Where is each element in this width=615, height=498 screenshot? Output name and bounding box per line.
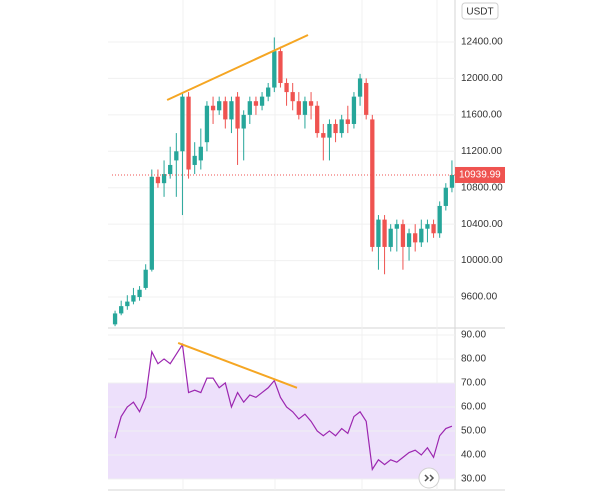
candle-body (296, 101, 301, 115)
y-tick-label: 50.00 (461, 426, 486, 437)
y-tick-label: 60.00 (461, 402, 486, 413)
y-tick-label: 12400.00 (461, 37, 503, 48)
candle-body (351, 96, 357, 124)
scroll-button[interactable] (418, 467, 440, 489)
candle-body (443, 187, 448, 206)
candle-body (155, 176, 161, 184)
last-price-label: 10939.99 (459, 170, 501, 181)
candle-body (376, 219, 381, 247)
candle-body (174, 151, 179, 161)
candle-body (388, 228, 393, 247)
quote-label: USDT (466, 7, 493, 18)
candle-body (253, 101, 259, 106)
y-tick-label: 10000.00 (461, 255, 503, 266)
candle-body (168, 164, 173, 175)
candle-body (370, 119, 375, 247)
candle-body (119, 306, 124, 314)
candle-body (394, 224, 399, 229)
candle-body (266, 87, 271, 97)
candle-body (143, 269, 148, 288)
candle-body (339, 119, 344, 134)
candle-body (327, 123, 332, 138)
candle-body (235, 96, 240, 129)
last-price-tag (455, 166, 505, 183)
candle-body (278, 51, 283, 83)
candle-body (161, 174, 167, 184)
candle-body (425, 224, 430, 229)
candle-body (302, 101, 308, 115)
candle-body (241, 114, 246, 129)
y-tick-label: 80.00 (461, 354, 486, 365)
trend-line (166, 34, 309, 101)
candle-body (449, 174, 455, 188)
candle-body (137, 289, 142, 298)
candle-body (357, 78, 363, 97)
candle-body (290, 92, 295, 102)
candle-body (112, 313, 118, 325)
candle-body (333, 123, 338, 134)
candle-body (149, 176, 154, 270)
rsi-line (114, 342, 453, 472)
candle-body (400, 224, 406, 247)
y-tick-label: 9600.00 (461, 292, 498, 303)
y-tick-label: 11600.00 (461, 109, 502, 120)
candle-body (210, 105, 216, 111)
candle-body (382, 219, 387, 247)
candle-body (413, 233, 418, 243)
trend-line (177, 341, 298, 389)
candle-body (431, 224, 436, 234)
y-tick-label: 10800.00 (461, 182, 503, 193)
candle-body (315, 105, 320, 134)
candle-body (217, 101, 222, 111)
candle-body (204, 105, 210, 143)
y-tick-label: 30.00 (461, 474, 486, 485)
candle-body (229, 101, 234, 120)
candle-body (180, 96, 185, 152)
candle-body (259, 96, 265, 106)
candle-body (247, 101, 252, 115)
candle-body (406, 233, 412, 247)
candle-body (198, 146, 203, 161)
candle-body (321, 133, 326, 138)
quote-label-box (461, 2, 499, 20)
y-tick-label: 12000.00 (461, 73, 503, 84)
candle-body (419, 228, 424, 243)
y-tick-label: 40.00 (461, 450, 486, 461)
candle-body (364, 82, 369, 115)
y-tick-label: 70.00 (461, 378, 486, 389)
candle-body (131, 295, 136, 302)
candle-body (192, 155, 197, 165)
candle-body (437, 205, 442, 234)
y-tick-label: 90.00 (461, 330, 486, 341)
candle-body (272, 51, 277, 88)
candle-body (125, 301, 130, 307)
candle-body (308, 101, 314, 106)
candle-body (223, 101, 228, 120)
candle-body (345, 119, 350, 124)
candle-body (186, 96, 191, 170)
y-tick-label: 11200.00 (461, 146, 502, 157)
candle-body (284, 82, 289, 93)
y-tick-label: 10400.00 (461, 219, 503, 230)
